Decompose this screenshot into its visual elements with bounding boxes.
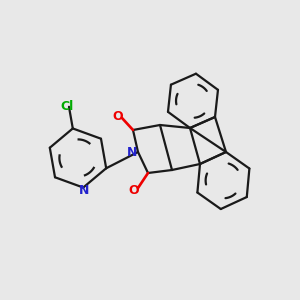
Text: O: O	[129, 184, 139, 196]
Text: O: O	[113, 110, 123, 122]
Text: N: N	[79, 184, 89, 197]
Text: N: N	[127, 146, 137, 158]
Text: Cl: Cl	[60, 100, 74, 113]
